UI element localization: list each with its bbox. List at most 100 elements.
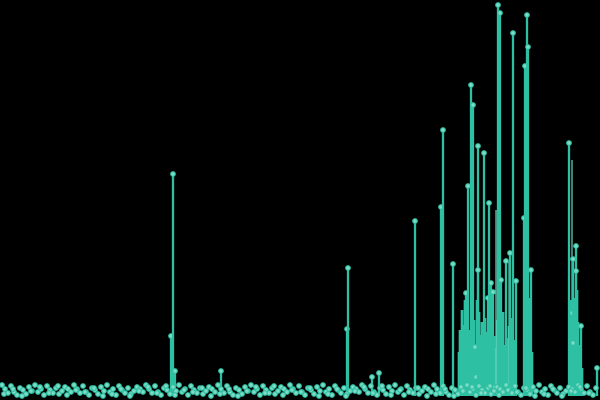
baseline-noise-marker — [523, 385, 529, 391]
baseline-noise-marker — [44, 383, 50, 389]
baseline-noise-marker — [341, 385, 347, 391]
baseline-noise-marker — [500, 389, 506, 395]
baseline-noise-marker — [296, 383, 302, 389]
peak-marker — [440, 127, 446, 133]
baseline-noise-marker — [542, 386, 548, 392]
baseline-noise-marker — [361, 384, 367, 390]
baseline-noise-marker — [217, 391, 223, 397]
baseline-noise-marker — [404, 383, 410, 389]
baseline-noise-marker — [338, 390, 344, 396]
baseline-noise-marker — [68, 389, 74, 395]
baseline-noise-marker — [154, 390, 160, 396]
baseline-noise-marker — [73, 387, 79, 393]
baseline-noise-marker — [176, 382, 182, 388]
peak-marker — [490, 289, 496, 295]
baseline-noise-marker — [433, 391, 439, 397]
baseline-noise-marker — [19, 393, 25, 399]
baseline-noise-marker — [533, 388, 539, 394]
peak-marker — [528, 267, 534, 273]
baseline-noise-marker — [365, 390, 371, 396]
baseline-noise-marker — [287, 382, 293, 388]
baseline-noise-marker — [152, 383, 158, 389]
baseline-noise-marker — [586, 390, 592, 396]
baseline-noise-marker — [10, 386, 16, 392]
baseline-noise-marker — [203, 388, 209, 394]
baseline-noise-marker — [460, 388, 466, 394]
baseline-noise-marker — [593, 385, 599, 391]
peak-marker — [468, 82, 474, 88]
baseline-noise-marker — [530, 384, 536, 390]
baseline-noise-marker — [14, 392, 20, 398]
peak-marker — [172, 368, 178, 374]
baseline-noise-marker — [101, 388, 107, 394]
baseline-noise-marker — [257, 392, 263, 398]
peak-marker — [570, 256, 576, 262]
baseline-noise-marker — [307, 385, 313, 391]
baseline-noise-marker — [401, 392, 407, 398]
peak-marker — [566, 140, 572, 146]
baseline-noise-marker — [503, 382, 509, 388]
baseline-noise-marker — [320, 382, 326, 388]
baseline-noise-marker — [172, 392, 178, 398]
baseline-noise-marker — [230, 392, 236, 398]
baseline-noise-marker — [28, 388, 34, 394]
baseline-noise-marker — [505, 387, 511, 393]
baseline-noise-marker — [478, 390, 484, 396]
baseline-noise-marker — [208, 393, 214, 399]
baseline-noise-marker — [280, 392, 286, 398]
peak-marker — [475, 267, 481, 273]
baseline-noise-marker — [91, 385, 97, 391]
baseline-noise-marker — [199, 385, 205, 391]
peak-marker — [369, 374, 375, 380]
baseline-noise-marker — [109, 391, 115, 397]
baseline-noise-marker — [100, 393, 106, 399]
peak-marker — [495, 2, 501, 8]
baseline-noise-marker — [397, 387, 403, 393]
baseline-noise-marker — [557, 385, 563, 391]
baseline-noise-marker — [428, 389, 434, 395]
peak-marker — [513, 278, 519, 284]
peak-marker — [524, 12, 530, 18]
baseline-noise-marker — [496, 392, 502, 398]
baseline-noise-marker — [95, 391, 101, 397]
baseline-noise-marker — [71, 382, 77, 388]
baseline-noise-marker — [568, 388, 574, 394]
baseline-noise-marker — [464, 382, 470, 388]
baseline-noise-marker — [452, 387, 458, 393]
baseline-noise-marker — [80, 383, 86, 389]
baseline-noise-marker — [170, 384, 176, 390]
baseline-noise-marker — [190, 389, 196, 395]
baseline-noise-marker — [314, 384, 320, 390]
baseline-noise-marker — [325, 391, 331, 397]
peak-marker — [470, 102, 476, 108]
peak-marker — [525, 44, 531, 50]
baseline-noise-marker — [163, 383, 169, 389]
baseline-noise-marker — [302, 392, 308, 398]
baseline-noise-marker — [1, 391, 7, 397]
baseline-noise-marker — [37, 384, 43, 390]
baseline-noise-marker — [212, 389, 218, 395]
baseline-noise-marker — [122, 390, 128, 396]
baseline-noise-marker — [127, 393, 133, 399]
baseline-noise-marker — [104, 382, 110, 388]
baseline-noise-marker — [185, 392, 191, 398]
baseline-noise-marker — [236, 387, 242, 393]
peak-marker — [170, 171, 176, 177]
baseline-noise-marker — [188, 383, 194, 389]
baseline-noise-marker — [487, 383, 493, 389]
baseline-noise-marker — [20, 387, 26, 393]
baseline-noise-marker — [406, 389, 412, 395]
baseline-noise-marker — [559, 393, 565, 399]
baseline-noise-marker — [550, 386, 556, 392]
baseline-noise-marker — [343, 393, 349, 399]
peak-marker — [507, 250, 513, 256]
baseline-noise-marker — [244, 388, 250, 394]
peak-marker — [510, 30, 516, 36]
baseline-noise-marker — [248, 382, 254, 388]
peak-marker — [488, 280, 494, 286]
peak-marker — [573, 243, 579, 249]
baseline-noise-marker — [326, 386, 332, 392]
baseline-noise-marker — [554, 390, 560, 396]
baseline-noise-marker — [512, 383, 518, 389]
